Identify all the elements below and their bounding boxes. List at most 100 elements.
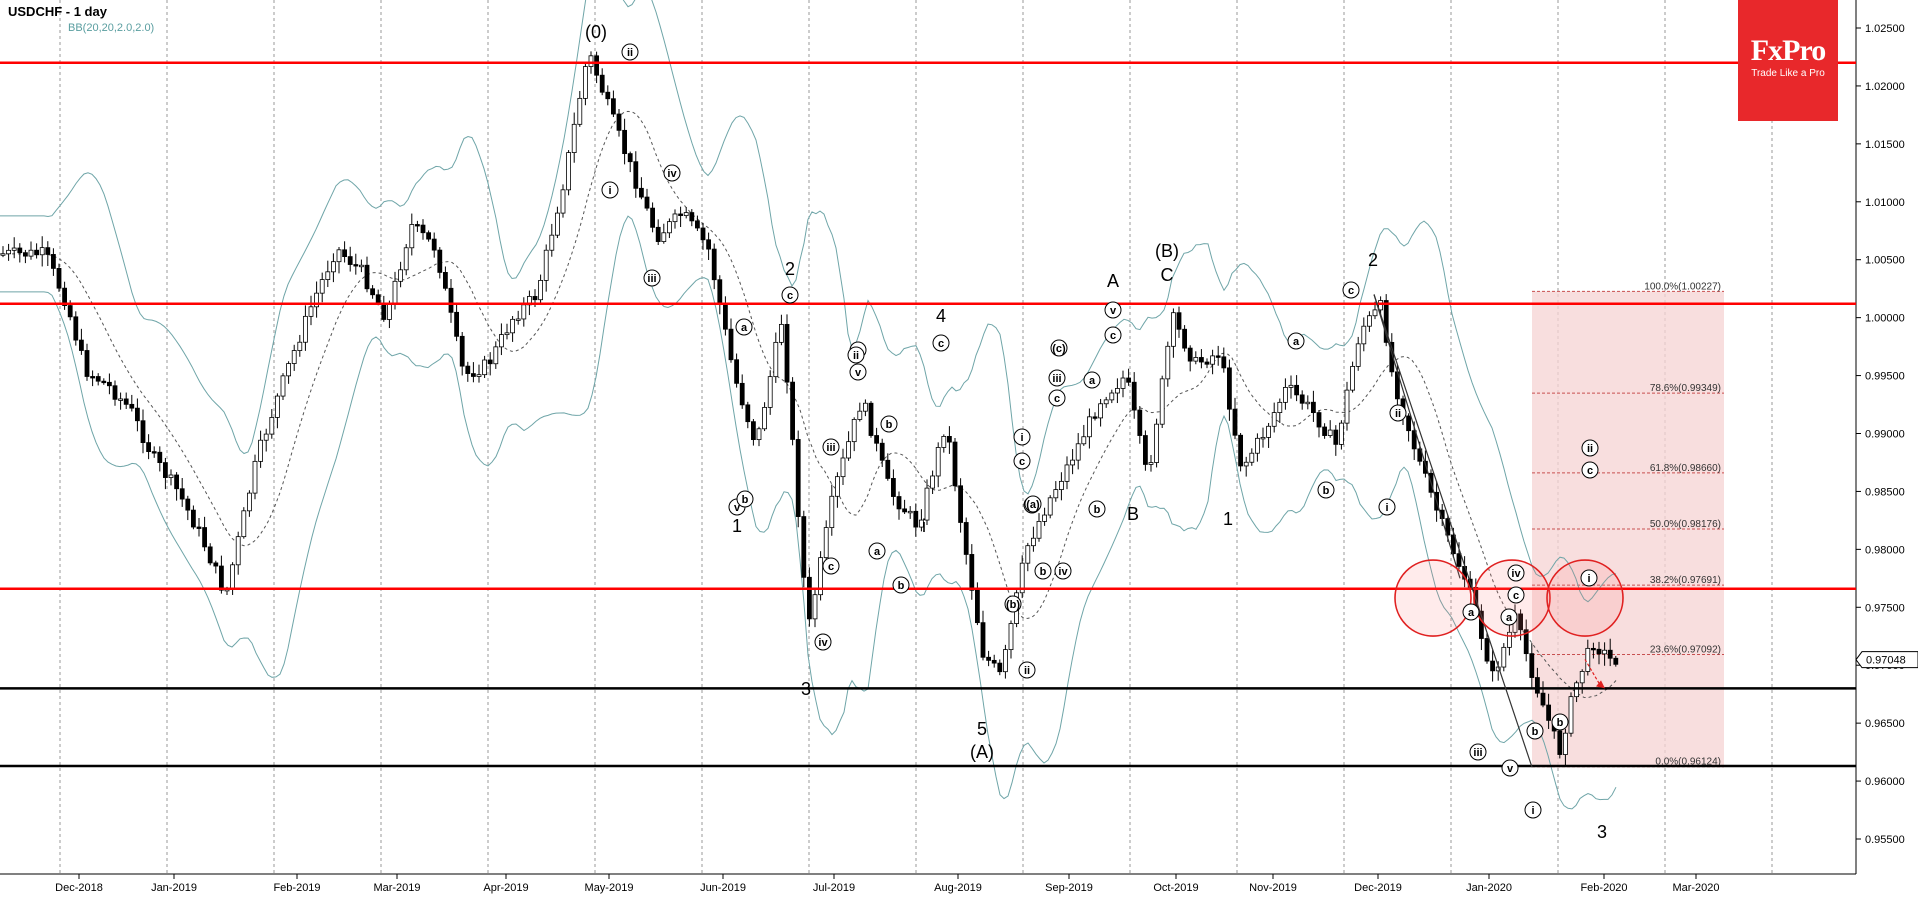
candle-body [1613,657,1619,665]
candle-body [532,296,538,301]
trend-line [1373,294,1533,768]
candle-body [140,420,146,444]
wave-label-circle [1524,801,1542,819]
candle-body [1546,704,1551,721]
candle-body [515,318,521,321]
candle-body [683,212,689,216]
wave-label-circle [736,490,754,508]
wave-label-circle [1104,326,1122,344]
candle-body [51,254,56,269]
candle-body [1579,671,1585,684]
candle-body [1529,653,1535,678]
wave-label: C [1161,265,1174,285]
y-axis-tick-label: 0.95500 [1865,834,1905,846]
wave-label: iii [647,273,656,285]
candle-body [1003,649,1008,673]
candle-body [1070,459,1075,466]
candle-body [431,238,437,251]
candle-body [1339,422,1344,445]
candle-body [1176,312,1182,330]
candle-body [185,498,191,511]
wave-label: b [886,419,893,431]
candle-body [1585,647,1591,672]
candle-body [202,527,208,548]
candle-body [863,402,868,412]
candle-body [633,161,639,189]
candle-body [190,509,196,528]
candle-body [280,375,286,397]
candle-body [1047,497,1053,516]
candle-body [1333,429,1339,445]
x-axis-tick-label: Apr-2019 [483,882,528,894]
wave-label-circle [847,346,865,364]
candle-body [358,264,364,268]
wave-label: ii [1024,665,1030,677]
candle-body [1042,514,1047,522]
wave-label: a [1468,607,1475,619]
candle-body [414,224,420,227]
candle-body [958,485,963,523]
wave-label: (0) [585,22,607,42]
candle-body [661,232,667,242]
wave-label: c [787,290,793,302]
candle-body [1557,730,1563,755]
candle-body [269,417,275,435]
candle-body [375,294,381,304]
candle-body [997,662,1003,673]
candle-body [470,373,476,377]
candle-body [398,269,404,282]
candle-body [95,376,101,382]
wave-label: b [898,580,905,592]
candle-body [258,439,264,462]
candle-body [370,288,376,296]
candle-body [319,279,325,294]
candle-body [1344,389,1350,424]
candle-body [829,495,835,528]
candle-body [84,350,90,377]
candle-body [975,589,980,624]
candle-body [364,264,370,290]
wave-label-circle [643,269,661,287]
wave-label: iv [1511,568,1521,580]
candle-body [1378,300,1383,311]
candle-body [1243,461,1249,467]
x-axis-tick-label: Feb-2020 [1580,882,1627,894]
wave-label: 3 [801,679,811,699]
wave-label-circle [1507,586,1525,604]
candle-body [1294,384,1299,396]
wave-label-circle [1024,495,1042,513]
x-axis-tick-label: Mar-2020 [1672,882,1719,894]
candle-body [157,451,163,463]
candle-body [1131,381,1137,411]
candle-body [611,98,616,115]
wave-label: c [1587,465,1593,477]
candle-body [801,516,807,578]
wave-label: (B) [1155,241,1179,261]
x-axis-tick-label: Feb-2019 [273,882,320,894]
candle-body [1103,399,1109,405]
wave-label: 5 [977,719,987,739]
wave-label-circle [601,181,619,199]
candle-body [1053,489,1059,499]
wave-label: iv [667,168,677,180]
candle-body [784,323,790,383]
candle-body [1288,384,1294,388]
candle-body [1563,732,1568,755]
candle-body [868,402,874,436]
candle-body [594,55,599,76]
candle-body [986,656,991,661]
wave-label-circle [1500,608,1518,626]
wave-label-circle [1581,461,1599,479]
fibonacci-level-label: 0.0%(0.96124) [1655,757,1721,768]
wave-label: iii [826,442,835,454]
candle-body [1568,696,1574,734]
current-price-tag [1855,651,1918,669]
wave-label: b [1323,485,1330,497]
candle-body [34,249,39,256]
candle-body [325,271,331,280]
wave-label-circle [892,576,910,594]
wave-label: 1 [732,516,742,536]
wave-label: A [1107,271,1119,291]
wave-label: a [1506,612,1513,624]
wave-label-circle [814,633,832,651]
